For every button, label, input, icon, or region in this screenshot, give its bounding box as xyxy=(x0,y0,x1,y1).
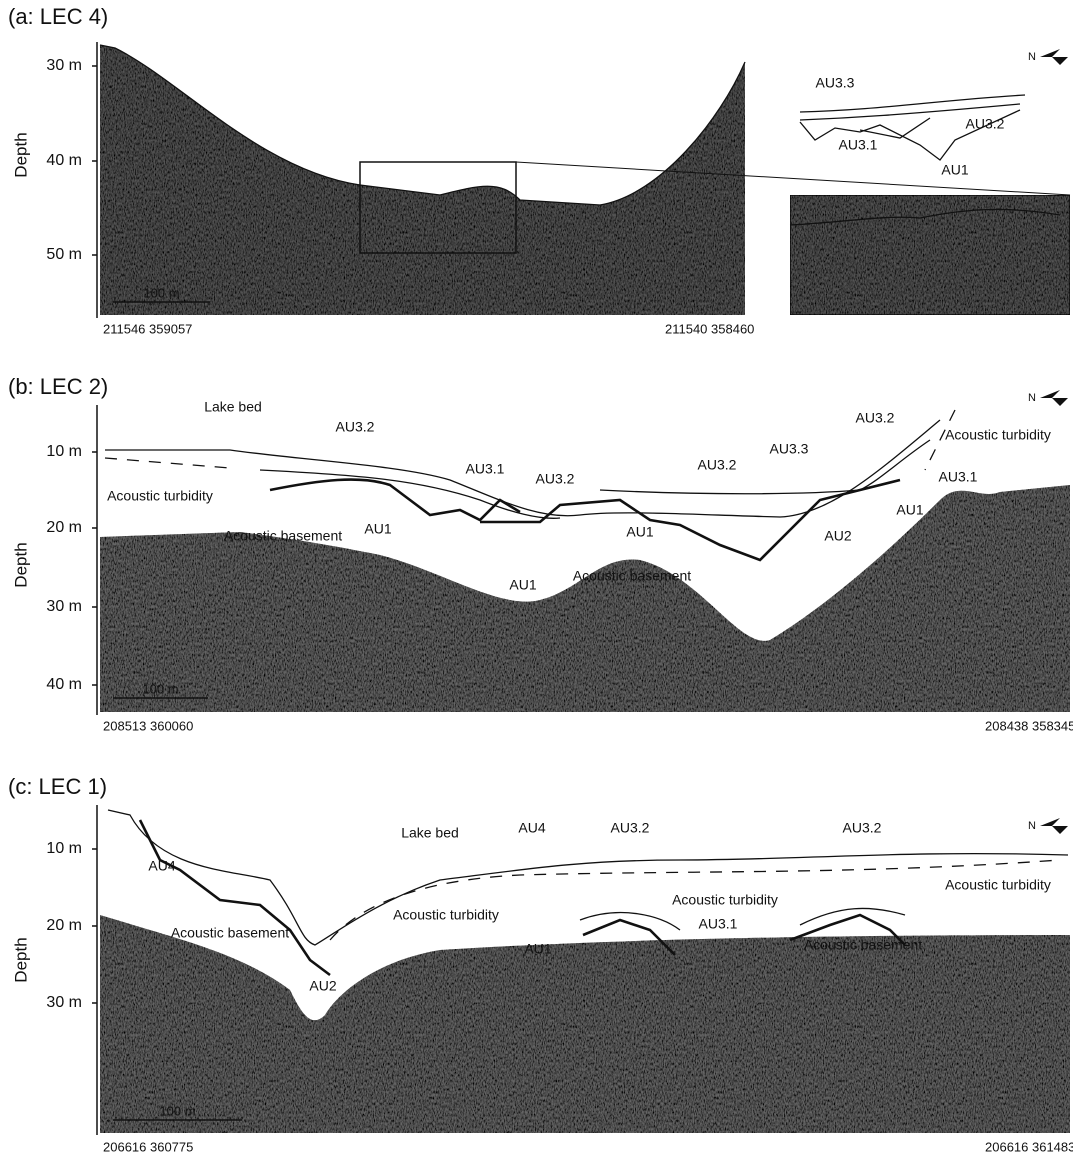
tick-label: 10 m xyxy=(46,840,82,857)
coord-left: 208513 360060 xyxy=(103,718,193,733)
tick-label: 20 m xyxy=(46,519,82,536)
annotation: AU3.1 xyxy=(466,461,505,477)
annotation: AU1 xyxy=(626,524,653,540)
annotation: Acoustic turbidity xyxy=(393,907,499,923)
inset-sketch xyxy=(799,94,1026,161)
annotation: AU3.2 xyxy=(856,410,895,426)
annotation: Acoustic basement xyxy=(804,937,922,953)
annotation: AU3.2 xyxy=(698,457,737,473)
sonar-c xyxy=(96,805,1070,1135)
panel-title: (c: LEC 1) xyxy=(8,774,107,799)
inset-bed xyxy=(789,208,1061,226)
axis-label: Depth xyxy=(11,132,30,177)
axis-label: Depth xyxy=(11,542,30,587)
annotation: Lake bed xyxy=(401,825,459,841)
coord-right: 208438 358345 xyxy=(985,718,1073,733)
zoom-box xyxy=(359,161,517,254)
sonar-b xyxy=(96,405,1070,715)
annotation: Acoustic turbidity xyxy=(107,488,213,504)
annotation: AU3.2 xyxy=(966,116,1005,132)
texts: (a: LEC 4) Depth 30 m 40 m 50 m 211546 359057… xyxy=(8,4,1073,1155)
annotation: Lake bed xyxy=(204,399,262,415)
annotation: Acoustic basement xyxy=(224,528,342,544)
annotation: Acoustic basement xyxy=(573,568,691,584)
tick-label: 30 m xyxy=(46,57,82,74)
north-arrows: N N N xyxy=(1028,49,1068,834)
zoom-line xyxy=(515,161,1071,196)
annotation: AU3.2 xyxy=(843,820,882,836)
scale-label: 100 m xyxy=(142,681,178,696)
svg-text:N: N xyxy=(1028,820,1036,832)
tick-label: 30 m xyxy=(46,598,82,615)
scale-label: 100 m xyxy=(143,285,179,300)
annotation: Acoustic turbidity xyxy=(945,427,1051,443)
coord-left: 211546 359057 xyxy=(103,321,192,336)
svg-text:N: N xyxy=(1028,392,1036,404)
annotation: AU4 xyxy=(148,858,175,874)
sonar-a xyxy=(99,44,746,315)
svg-text:N: N xyxy=(1028,51,1036,63)
annotation: AU3.2 xyxy=(536,471,575,487)
annotation: AU3.1 xyxy=(939,469,978,485)
coord-right: 211540 358460 xyxy=(665,321,754,336)
annotation: AU1 xyxy=(524,941,551,957)
annotation: AU3.3 xyxy=(816,75,855,91)
annotation: Acoustic turbidity xyxy=(672,892,778,908)
tick-label: 20 m xyxy=(46,917,82,934)
annotation: Acoustic turbidity xyxy=(945,877,1051,893)
annotation: AU3.2 xyxy=(336,419,375,435)
tick-label: 50 m xyxy=(46,246,82,263)
panel-title: (a: LEC 4) xyxy=(8,4,108,29)
scale-label: 100 m xyxy=(159,1103,195,1118)
inset xyxy=(789,194,1071,316)
tick-label: 40 m xyxy=(46,676,82,693)
annotation: AU4 xyxy=(518,820,545,836)
axis-label: Depth xyxy=(11,937,30,982)
annotation: AU3.1 xyxy=(839,137,878,153)
annotation: AU2 xyxy=(824,528,851,544)
panel-title: (b: LEC 2) xyxy=(8,374,108,399)
annotation: AU1 xyxy=(896,502,923,518)
annotation: AU1 xyxy=(941,162,968,178)
tick-label: 10 m xyxy=(46,443,82,460)
coord-right: 206616 361483 xyxy=(985,1139,1073,1154)
annotation: AU3.1 xyxy=(699,916,738,932)
annotation: AU2 xyxy=(309,978,336,994)
annotation: AU1 xyxy=(509,577,536,593)
annotation: AU3.3 xyxy=(770,441,809,457)
annotation: AU3.2 xyxy=(611,820,650,836)
annotation: Acoustic basement xyxy=(171,925,289,941)
tick-label: 40 m xyxy=(46,152,82,169)
coord-left: 206616 360775 xyxy=(103,1139,193,1154)
tick-label: 30 m xyxy=(46,994,82,1011)
annotation: AU1 xyxy=(364,521,391,537)
